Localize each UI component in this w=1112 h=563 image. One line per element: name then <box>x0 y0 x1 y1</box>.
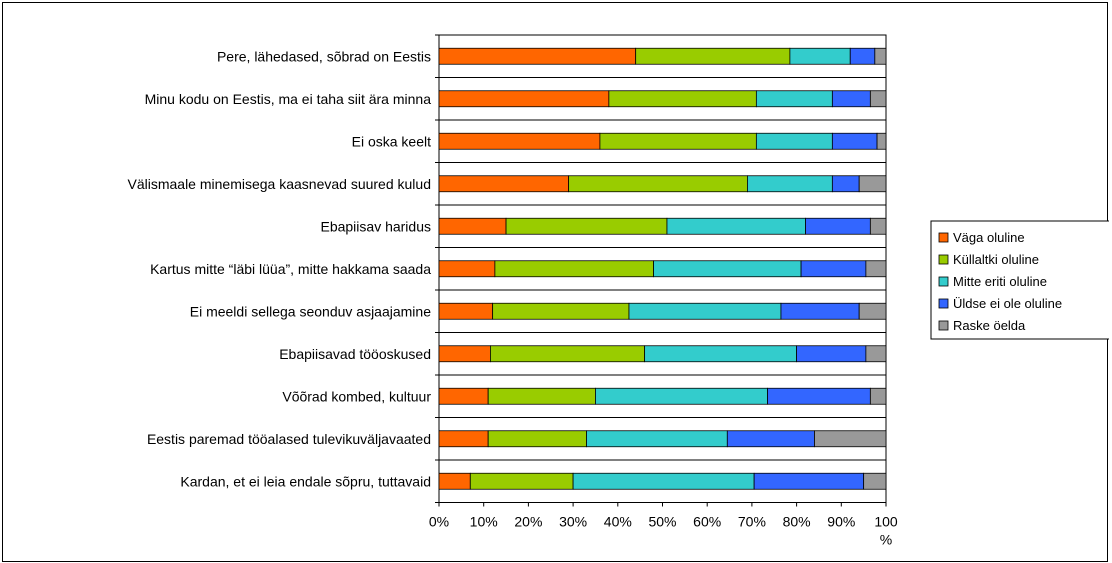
bar-segment <box>753 472 865 490</box>
bar-segment <box>438 217 507 235</box>
bar-segment <box>438 175 570 193</box>
bar-segment <box>487 430 587 448</box>
bar-segment <box>438 132 601 150</box>
bar-segment <box>469 472 574 490</box>
x-tick-label: 0% <box>429 514 449 530</box>
bar-segment <box>849 47 876 65</box>
bar-segment <box>653 260 802 278</box>
legend-swatch <box>938 320 949 331</box>
bar-segment <box>796 345 867 363</box>
x-tick-label: 60% <box>693 514 721 530</box>
legend: Väga oluline Küllaltki oluline Mitte eriti… <box>930 220 1109 340</box>
bar-segment <box>789 47 851 65</box>
bar-segment <box>814 430 887 448</box>
bar-segment <box>494 260 654 278</box>
bar-segment <box>492 302 630 320</box>
category-label: Ebapiisavad tööoskused <box>279 346 431 362</box>
bar-segment <box>865 260 887 278</box>
bar-segment <box>487 387 596 405</box>
bar-segment <box>800 260 867 278</box>
legend-swatch <box>938 254 949 265</box>
legend-swatch <box>938 298 949 309</box>
x-tick-label: 100% <box>874 514 898 548</box>
bar-segment <box>865 345 887 363</box>
bar-segment <box>505 217 668 235</box>
bar-segment <box>858 302 887 320</box>
bar-segment <box>666 217 806 235</box>
category-label: Ei meeldi sellega seonduv asjaajamine <box>190 303 431 319</box>
legend-swatch <box>938 232 949 243</box>
bar-segment <box>438 302 494 320</box>
category-label: Ebapiisav haridus <box>320 218 431 234</box>
category-label: Võõrad kombed, kultuur <box>282 388 431 404</box>
bar-segment <box>568 175 748 193</box>
legend-swatch <box>938 276 949 287</box>
category-label: Ei oska keelt <box>352 133 431 149</box>
x-tick-label: 10% <box>470 514 498 530</box>
legend-box <box>930 220 1109 340</box>
category-label: Minu kodu on Eestis, ma ei taha siit ära… <box>145 91 432 107</box>
x-tick-labels: 0% 10% 20% 30% 40% 50% 60% 70% 80% 90% 100% <box>429 514 898 548</box>
legend-label: Mitte eriti oluline <box>953 274 1047 289</box>
bar-segment <box>831 90 871 108</box>
bar-segment <box>780 302 860 320</box>
x-tick-label: 40% <box>604 514 632 530</box>
bar-segment <box>755 132 833 150</box>
bar-segment <box>608 90 757 108</box>
bar-segment <box>599 132 757 150</box>
bar-segment <box>572 472 755 490</box>
bar-segment <box>869 387 887 405</box>
bar-segment <box>438 472 471 490</box>
bar-segment <box>874 47 887 65</box>
bar-segment <box>438 90 610 108</box>
bars-layer <box>438 47 887 490</box>
bar-segment <box>644 345 797 363</box>
bar-segment <box>869 90 887 108</box>
bar-segment <box>863 472 887 490</box>
bar-segment <box>755 90 833 108</box>
stacked-bar-chart: Pere, lähedased, sõbrad on Eestis Minu ko… <box>127 34 1109 548</box>
bar-segment <box>747 175 833 193</box>
bar-segment <box>490 345 646 363</box>
x-tick-label: 70% <box>738 514 766 530</box>
bar-segment <box>438 387 489 405</box>
bar-segment <box>831 175 860 193</box>
category-label: Kardan, et ei leia endale sõpru, tuttava… <box>180 473 431 489</box>
bar-segment <box>726 430 815 448</box>
bar-segment <box>805 217 871 235</box>
bar-segment <box>635 47 791 65</box>
bar-segment <box>438 430 489 448</box>
category-label: Pere, lähedased, sõbrad on Eestis <box>217 48 431 64</box>
legend-label: Raske öelda <box>953 318 1026 333</box>
legend-label: Üldse ei ole oluline <box>953 296 1062 311</box>
category-labels: Pere, lähedased, sõbrad on Eestis Minu ko… <box>127 48 431 489</box>
bar-segment <box>869 217 887 235</box>
bar-segment <box>628 302 782 320</box>
bar-segment <box>858 175 887 193</box>
bar-segment <box>586 430 728 448</box>
category-label: Välismaale minemisega kaasnevad suured k… <box>127 176 431 192</box>
category-label: Kartus mitte “läbi lüüa”, mitte hakkama … <box>150 261 431 277</box>
bar-segment <box>438 345 491 363</box>
bar-segment <box>438 260 496 278</box>
legend-label: Väga oluline <box>953 230 1025 245</box>
x-tick-label: 90% <box>827 514 855 530</box>
bar-segment <box>876 132 887 150</box>
legend-label: Küllaltki oluline <box>953 252 1039 267</box>
x-tick-label: 50% <box>648 514 676 530</box>
x-tick-label: 80% <box>783 514 811 530</box>
grid-layer <box>435 34 887 507</box>
bar-segment <box>831 132 878 150</box>
x-tick-label: 30% <box>559 514 587 530</box>
bar-segment <box>767 387 871 405</box>
bar-segment <box>438 47 637 65</box>
bar-segment <box>595 387 768 405</box>
x-tick-label: 20% <box>514 514 542 530</box>
category-label: Eestis paremad tööalased tulevikuväljava… <box>147 431 431 447</box>
